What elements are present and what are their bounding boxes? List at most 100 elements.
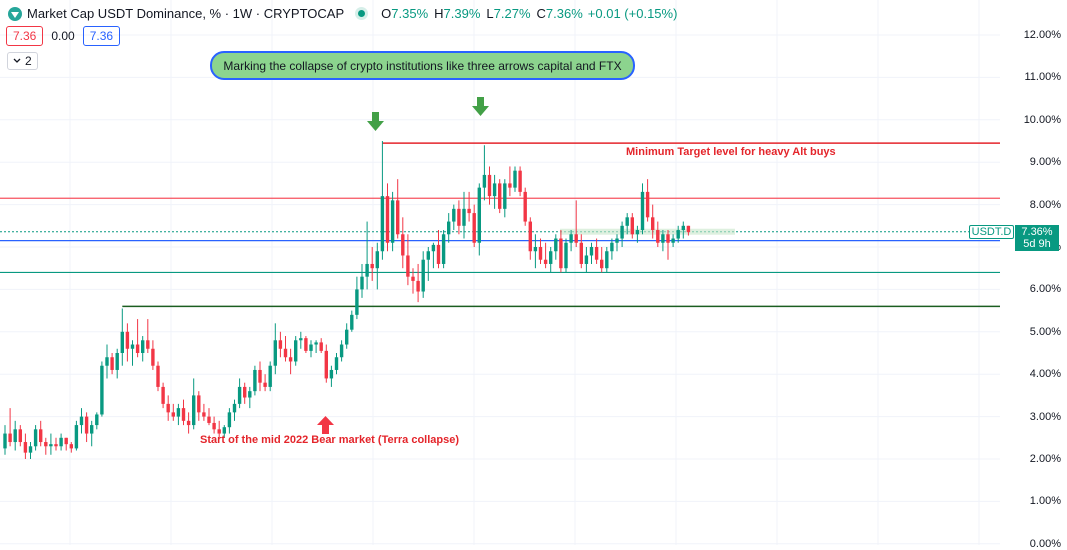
candle[interactable]: [508, 166, 512, 197]
candle[interactable]: [166, 395, 170, 421]
candle[interactable]: [543, 242, 548, 269]
candle[interactable]: [90, 420, 94, 447]
candle[interactable]: [630, 213, 634, 239]
candle[interactable]: [401, 217, 405, 269]
collapse-indicators-button[interactable]: 2: [7, 52, 38, 70]
candle[interactable]: [105, 344, 109, 379]
candle[interactable]: [95, 412, 99, 430]
candle[interactable]: [554, 234, 558, 260]
candle[interactable]: [498, 179, 502, 214]
candle[interactable]: [523, 187, 527, 226]
candle[interactable]: [355, 276, 359, 320]
candle[interactable]: [472, 204, 476, 247]
candle[interactable]: [283, 336, 288, 362]
candle[interactable]: [431, 242, 436, 269]
candle[interactable]: [528, 217, 532, 260]
candle[interactable]: [314, 340, 318, 353]
candle[interactable]: [666, 230, 670, 260]
candle[interactable]: [441, 230, 446, 269]
candle[interactable]: [130, 340, 135, 366]
candle[interactable]: [589, 242, 594, 264]
candle[interactable]: [74, 420, 79, 451]
candle[interactable]: [100, 361, 104, 417]
candle[interactable]: [110, 353, 114, 375]
candle[interactable]: [661, 230, 665, 252]
candle[interactable]: [278, 331, 283, 358]
candle[interactable]: [222, 425, 226, 438]
candle[interactable]: [482, 145, 487, 201]
candle[interactable]: [492, 174, 497, 209]
candle[interactable]: [84, 412, 89, 443]
candle[interactable]: [477, 183, 481, 256]
buy-price-button[interactable]: 7.36: [82, 26, 121, 46]
candle[interactable]: [227, 408, 232, 434]
candle[interactable]: [125, 323, 130, 362]
candle[interactable]: [39, 420, 43, 447]
candle[interactable]: [8, 408, 12, 447]
candle[interactable]: [686, 225, 691, 236]
candle[interactable]: [584, 247, 589, 273]
candle[interactable]: [406, 234, 410, 286]
candle[interactable]: [645, 179, 650, 222]
candle[interactable]: [69, 442, 73, 453]
candle[interactable]: [329, 365, 334, 387]
candle[interactable]: [671, 234, 675, 247]
target-level-annotation[interactable]: Minimum Target level for heavy Alt buys: [626, 146, 836, 158]
candle[interactable]: [151, 340, 155, 370]
candle[interactable]: [615, 234, 619, 252]
candle[interactable]: [411, 268, 415, 294]
candle[interactable]: [186, 412, 191, 434]
candle[interactable]: [176, 403, 181, 426]
candle[interactable]: [385, 183, 390, 252]
candle[interactable]: [421, 251, 425, 298]
candle[interactable]: [676, 225, 680, 243]
candle[interactable]: [18, 425, 22, 447]
candle[interactable]: [625, 213, 629, 235]
candle[interactable]: [513, 166, 517, 192]
candle[interactable]: [263, 374, 267, 392]
candle[interactable]: [156, 361, 160, 392]
candle[interactable]: [620, 221, 624, 247]
candle[interactable]: [212, 416, 216, 434]
candle[interactable]: [192, 378, 196, 430]
candle[interactable]: [549, 247, 553, 273]
candle[interactable]: [13, 420, 17, 451]
candle[interactable]: [559, 230, 563, 273]
candle[interactable]: [243, 382, 247, 404]
candle[interactable]: [288, 348, 293, 375]
candle[interactable]: [656, 221, 660, 247]
candle[interactable]: [594, 238, 599, 264]
candle[interactable]: [651, 204, 655, 239]
candle[interactable]: [436, 230, 441, 269]
market-status-icon[interactable]: [358, 10, 366, 17]
candle[interactable]: [447, 213, 451, 243]
candle[interactable]: [579, 234, 583, 269]
candle[interactable]: [273, 323, 277, 375]
candle[interactable]: [237, 378, 242, 409]
candle[interactable]: [59, 433, 63, 451]
candle[interactable]: [375, 242, 379, 290]
candle[interactable]: [141, 336, 145, 362]
candle[interactable]: [135, 319, 140, 358]
candle[interactable]: [181, 399, 186, 426]
candle[interactable]: [605, 247, 609, 273]
callout-note[interactable]: Marking the collapse of crypto instituti…: [210, 51, 635, 80]
candle[interactable]: [681, 221, 685, 239]
candle[interactable]: [253, 365, 257, 396]
candle[interactable]: [217, 420, 221, 438]
candle[interactable]: [23, 433, 28, 459]
candle[interactable]: [635, 225, 640, 243]
candle[interactable]: [197, 391, 201, 421]
candle[interactable]: [610, 238, 614, 260]
candle[interactable]: [390, 191, 395, 252]
candle[interactable]: [304, 336, 308, 353]
candle[interactable]: [54, 437, 58, 451]
candle[interactable]: [370, 247, 374, 281]
candle[interactable]: [268, 361, 272, 392]
candle[interactable]: [467, 191, 471, 222]
candle[interactable]: [538, 238, 543, 264]
candle[interactable]: [49, 433, 53, 455]
candle[interactable]: [569, 230, 573, 252]
candle[interactable]: [146, 319, 150, 353]
candle[interactable]: [345, 323, 349, 349]
